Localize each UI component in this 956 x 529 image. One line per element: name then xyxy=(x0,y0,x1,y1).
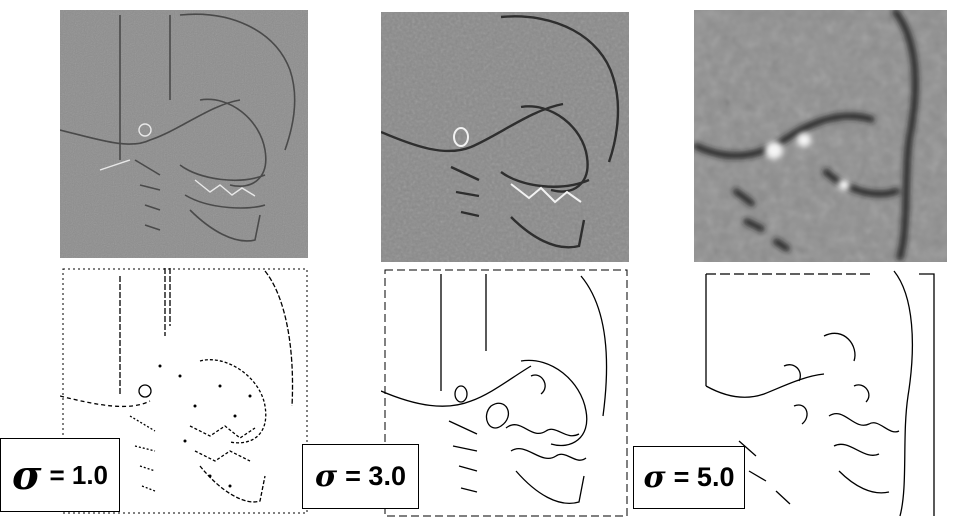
sigma-value: = 1.0 xyxy=(49,460,108,491)
sigma-value: = 3.0 xyxy=(345,461,406,492)
sigma-symbol: σ xyxy=(315,459,337,494)
sigma-label-1: σ = 1.0 xyxy=(0,438,120,512)
filtered-image-sigma-1 xyxy=(60,10,308,258)
sigma-label-5: σ = 5.0 xyxy=(633,446,745,509)
sigma-value: = 5.0 xyxy=(674,462,735,493)
sigma-symbol: σ xyxy=(12,452,42,499)
filtered-image-sigma-3 xyxy=(381,12,629,262)
sigma-symbol: σ xyxy=(644,460,666,495)
filtered-image-sigma-5 xyxy=(694,10,947,262)
sigma-label-3: σ = 3.0 xyxy=(302,444,419,509)
